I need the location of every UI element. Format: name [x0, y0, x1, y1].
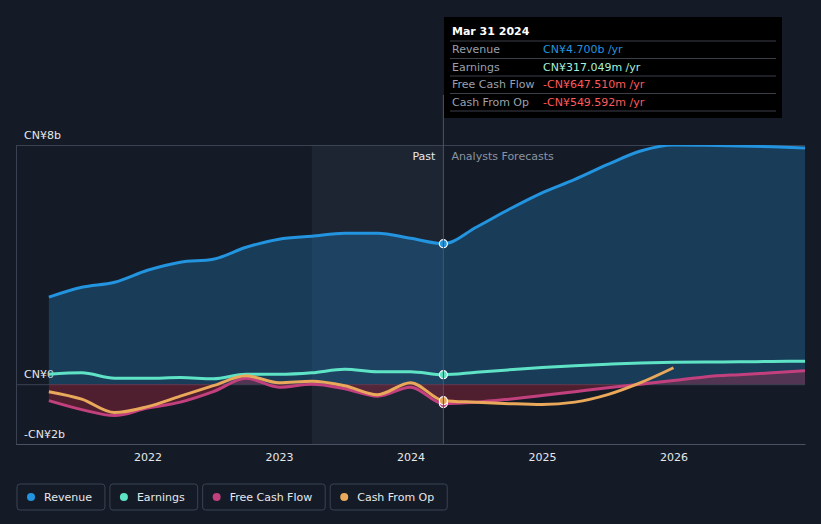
x-tick: 2022 [134, 444, 162, 464]
line [49, 361, 805, 379]
forecast-label: Analysts Forecasts [451, 150, 554, 163]
tooltip-label: Revenue [452, 43, 500, 56]
legend-item[interactable]: Free Cash Flow [203, 484, 326, 510]
legend-box [203, 484, 326, 510]
x-axis: 2022 2023 2024 2025 2026 [17, 444, 806, 464]
tooltip-value: CN¥4.700b /yr [543, 43, 623, 56]
area [49, 145, 805, 384]
x-tick: 2026 [660, 444, 688, 464]
tooltip-separator [450, 58, 776, 59]
tooltip-value: CN¥317.049m /yr [543, 61, 641, 74]
x-axis-line [17, 444, 806, 445]
tooltip-value: -CN¥549.592m /yr [543, 96, 645, 109]
x-tick-label: 2023 [266, 451, 294, 464]
tooltip-separator [450, 111, 776, 112]
legend-item[interactable]: Earnings [110, 484, 198, 510]
legend-box [110, 484, 198, 510]
y-axis-line [16, 146, 17, 445]
x-tick-label: 2025 [529, 451, 557, 464]
legend-item[interactable]: Cash From Op [330, 484, 447, 510]
legend-label: Earnings [137, 491, 185, 504]
legend-label: Revenue [44, 491, 92, 504]
past-label: Past [412, 150, 436, 163]
legend-swatch [120, 493, 128, 501]
tooltip-date: Mar 31 2024 [452, 25, 530, 38]
tooltip-value: -CN¥647.510m /yr [543, 78, 645, 91]
x-tick-label: 2022 [134, 451, 162, 464]
tooltip-label: Cash From Op [452, 96, 529, 109]
x-tick: 2024 [397, 444, 425, 464]
tooltip-separator [450, 93, 776, 94]
marks [49, 145, 805, 416]
x-tick-label: 2026 [660, 451, 688, 464]
y-tick: CN¥8b [16, 129, 805, 146]
tooltip: Mar 31 2024 Revenue CN¥4.700b /yr Earnings C… [444, 17, 782, 118]
tooltip-separator [450, 76, 776, 77]
legend-box [17, 484, 105, 510]
x-tick-label: 2024 [397, 451, 425, 464]
legend-item[interactable]: Revenue [17, 484, 105, 510]
legend-swatch [340, 493, 348, 501]
legend: Revenue Earnings Free Cash Flow Cash From O… [17, 484, 447, 510]
legend-swatch [213, 493, 221, 501]
background [0, 0, 821, 524]
tooltip-separator [450, 41, 776, 42]
x-tick: 2025 [529, 444, 557, 464]
y-tick-label: CN¥8b [24, 129, 61, 142]
divider [443, 95, 444, 444]
legend-swatch [27, 493, 35, 501]
x-tick: 2023 [266, 444, 294, 464]
tooltip-box [444, 17, 782, 118]
line [49, 368, 674, 413]
grid-line [16, 444, 805, 445]
tooltip-label: Earnings [452, 61, 500, 74]
legend-box [330, 484, 447, 510]
chart: -CN¥2bCN¥0CN¥8b 2022 2023 2024 2025 2026 Past A… [0, 0, 821, 524]
tooltip-label: Free Cash Flow [452, 78, 535, 91]
y-tick-label: -CN¥2b [24, 428, 65, 441]
y-axis: -CN¥2bCN¥0CN¥8b [16, 129, 805, 445]
legend-label: Free Cash Flow [230, 491, 313, 504]
legend-label: Cash From Op [357, 491, 434, 504]
line [49, 145, 805, 297]
y-tick: -CN¥2b [16, 428, 805, 445]
